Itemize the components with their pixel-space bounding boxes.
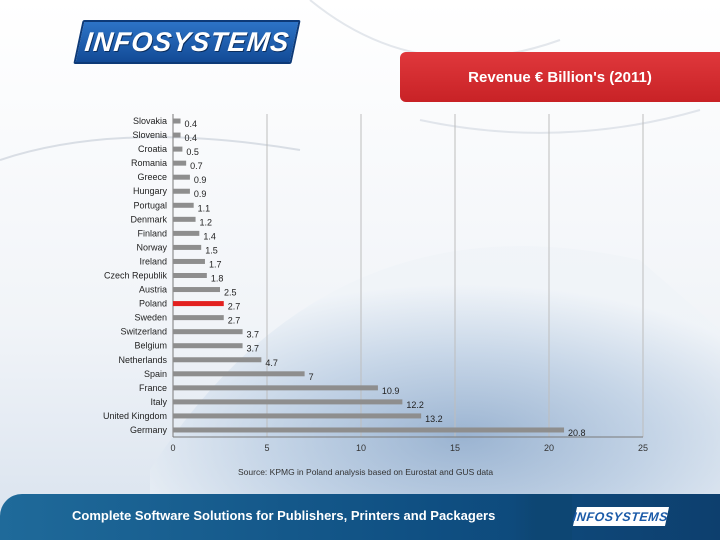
x-tick-label: 15 <box>450 443 460 453</box>
category-label: Sweden <box>134 313 167 323</box>
footer-tagline: Complete Software Solutions for Publishe… <box>72 508 496 523</box>
bar <box>173 258 205 264</box>
footer-bar: Complete Software Solutions for Publishe… <box>0 494 720 540</box>
value-label: 1.5 <box>205 245 218 255</box>
value-label: 0.9 <box>194 189 207 199</box>
value-label: 0.7 <box>190 161 203 171</box>
bar <box>173 371 305 377</box>
value-label: 12.2 <box>406 400 424 410</box>
bar <box>173 385 378 391</box>
bar <box>173 216 196 222</box>
category-label: Hungary <box>133 186 168 196</box>
bar <box>173 244 202 250</box>
category-label: United Kingdom <box>103 411 167 421</box>
bar <box>173 118 181 124</box>
x-tick-label: 20 <box>544 443 554 453</box>
category-label: Slovakia <box>133 116 167 126</box>
value-label: 2.7 <box>228 302 241 312</box>
category-label: Italy <box>150 397 167 407</box>
footer-logo: INFOSYSTEMS <box>573 507 669 526</box>
bar <box>173 413 422 419</box>
category-label: Austria <box>139 285 167 295</box>
value-label: 0.9 <box>194 175 207 185</box>
value-label: 2.7 <box>228 316 241 326</box>
category-label: Belgium <box>134 341 167 351</box>
value-label: 1.4 <box>203 231 216 241</box>
value-label: 4.7 <box>265 358 278 368</box>
value-label: 3.7 <box>247 344 260 354</box>
value-label: 10.9 <box>382 386 400 396</box>
value-label: 0.4 <box>185 119 198 129</box>
bar <box>173 287 220 293</box>
value-label: 1.8 <box>211 274 224 284</box>
category-label: Portugal <box>133 200 167 210</box>
value-label: 7 <box>309 372 314 382</box>
bar <box>173 230 200 236</box>
category-label: Spain <box>144 369 167 379</box>
x-tick-label: 5 <box>264 443 269 453</box>
category-label: Netherlands <box>118 355 167 365</box>
value-label: 20.8 <box>568 428 586 438</box>
x-tick-label: 0 <box>170 443 175 453</box>
bar <box>173 146 183 152</box>
category-label: Switzerland <box>120 327 167 337</box>
value-label: 0.4 <box>185 133 198 143</box>
category-label: Poland <box>139 299 167 309</box>
bar <box>173 188 190 194</box>
category-label: Slovenia <box>132 130 167 140</box>
category-label: Romania <box>131 158 167 168</box>
category-label: France <box>139 383 167 393</box>
bar <box>173 174 190 180</box>
category-label: Greece <box>137 172 167 182</box>
category-label: Czech Republik <box>104 271 168 281</box>
x-tick-label: 25 <box>638 443 648 453</box>
category-label: Germany <box>130 425 168 435</box>
value-label: 1.2 <box>200 217 213 227</box>
bar <box>173 329 243 335</box>
bar <box>173 160 187 166</box>
bar <box>173 132 181 138</box>
chart-title-box: Revenue € Billion's (2011) <box>400 52 720 102</box>
category-label: Croatia <box>138 144 167 154</box>
x-tick-label: 10 <box>356 443 366 453</box>
bar <box>173 343 243 349</box>
bar <box>173 301 224 307</box>
value-label: 13.2 <box>425 414 443 424</box>
source-note: Source: KPMG in Poland analysis based on… <box>238 467 494 477</box>
bar <box>173 273 207 278</box>
value-label: 3.7 <box>247 330 260 340</box>
bar <box>173 427 565 433</box>
value-label: 2.5 <box>224 288 237 298</box>
bar <box>173 357 262 363</box>
value-label: 0.5 <box>186 147 199 157</box>
bar <box>173 202 194 208</box>
footer-fade <box>512 494 572 540</box>
category-label: Finland <box>137 228 167 238</box>
chart-title: Revenue € Billion's (2011) <box>468 68 652 86</box>
footer-logo-text: INFOSYSTEMS <box>572 509 670 524</box>
category-label: Ireland <box>139 256 167 266</box>
bar <box>173 315 224 321</box>
value-label: 1.1 <box>198 203 211 213</box>
bar <box>173 399 403 405</box>
category-label: Norway <box>136 242 167 252</box>
category-label: Denmark <box>130 214 167 224</box>
value-label: 1.7 <box>209 259 222 269</box>
